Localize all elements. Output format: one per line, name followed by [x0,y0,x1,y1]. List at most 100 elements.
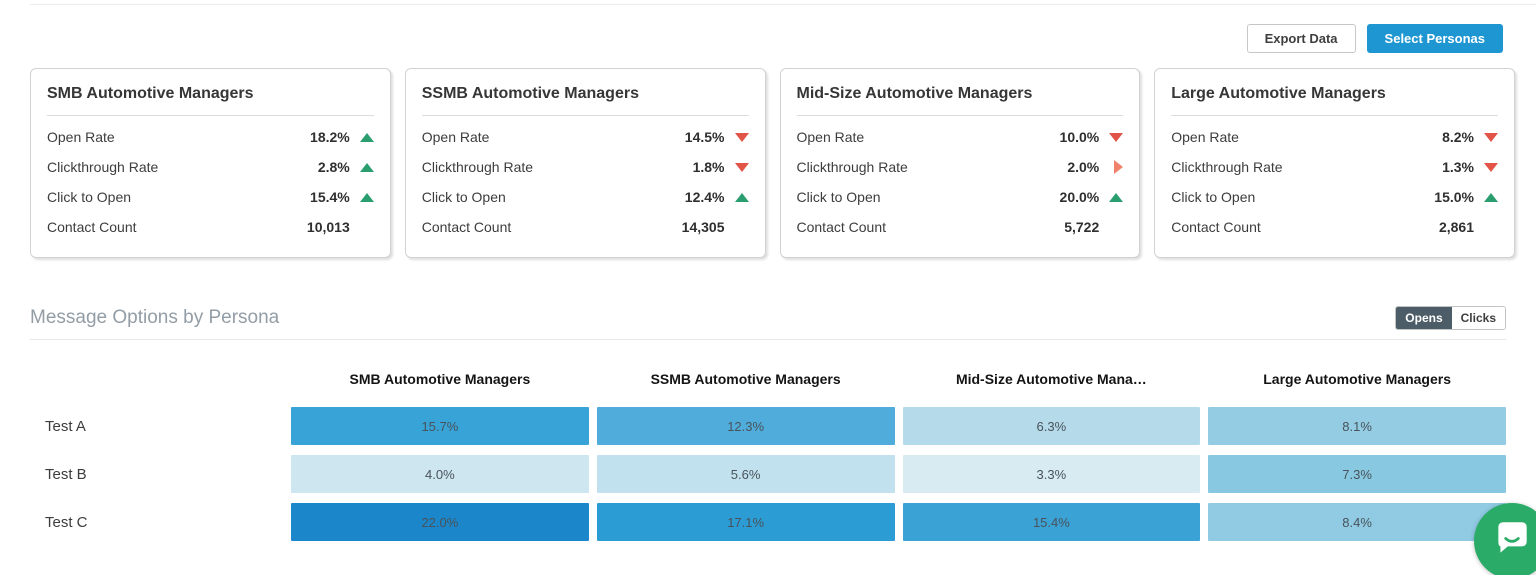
card-title-divider [796,115,1124,116]
metric-value: 14,305 [681,219,725,235]
trend-down-icon [734,162,749,172]
metric-list: Open Rate 14.5% Clickthrough Rate 1.8% C… [422,122,749,242]
trend-up-icon [359,162,374,172]
heatmap-row-label: Test C [45,513,88,531]
trend-icon [1099,160,1124,174]
message-options-heatmap: SMB Automotive Managers SSMB Automotive M… [30,371,1506,541]
trend-up-icon [359,192,374,202]
trend-icon [1099,221,1123,233]
metric-value: 10,013 [306,219,350,235]
select-personas-button[interactable]: Select Personas [1366,24,1503,53]
metric-row: Contact Count 14,305 [422,212,749,242]
metric-label: Clickthrough Rate [421,159,534,175]
metric-label: Click to Open [47,189,132,205]
metric-label: Contact Count [421,219,512,235]
metric-label: Open Rate [47,129,115,145]
trend-icon [1099,191,1124,203]
persona-card-title: Mid-Size Automotive Managers [796,85,1033,102]
heatmap-cell[interactable]: 8.4% [1208,503,1506,541]
metric-row: Clickthrough Rate 1.3% [1171,152,1498,182]
metric-list: Open Rate 10.0% Clickthrough Rate 2.0% C… [797,122,1124,242]
metric-row: Contact Count 5,722 [797,212,1124,242]
heatmap-cell[interactable]: 3.3% [902,455,1201,493]
persona-summary-card: SSMB Automotive Managers Open Rate 14.5%… [404,68,766,258]
metric-value: 8.2% [1442,129,1474,145]
card-title-divider [421,115,749,116]
persona-card-title: SMB Automotive Managers [47,85,254,102]
metric-value: 15.0% [1434,189,1474,205]
chat-launcher-button[interactable] [1474,503,1536,575]
metric-row: Contact Count 10,013 [47,212,374,242]
heatmap-cell[interactable]: 5.6% [596,455,895,493]
metric-row: Click to Open 12.4% [422,182,749,212]
trend-down-icon [1109,132,1124,142]
heatmap-cell[interactable]: 6.3% [902,407,1201,445]
trend-icon [725,221,749,233]
heatmap-cell[interactable]: 15.7% [291,407,589,445]
metric-label: Click to Open [796,189,881,205]
trend-up-icon [734,192,749,202]
metric-list: Open Rate 8.2% Clickthrough Rate 1.3% Cl… [1171,122,1498,242]
metric-value: 2.8% [317,159,350,175]
trend-icon [350,191,374,203]
persona-summary-card: SMB Automotive Managers Open Rate 18.2% … [30,68,391,258]
metric-label: Open Rate [796,129,865,145]
section-title: Message Options by Persona [30,307,280,328]
heatmap-cell[interactable]: 17.1% [596,503,895,541]
metric-row: Click to Open 15.0% [1171,182,1498,212]
metric-row: Clickthrough Rate 2.0% [797,152,1124,182]
metric-value: 15.4% [310,189,350,205]
metric-label: Click to Open [1171,189,1256,205]
trend-icon [725,161,749,173]
heatmap-column-header: Large Automotive Managers [1263,371,1451,387]
metric-label: Clickthrough Rate [47,159,159,175]
metric-row: Clickthrough Rate 2.8% [47,152,374,182]
trend-down-icon [1484,132,1498,142]
trend-icon [725,191,749,203]
opens-clicks-toggle: Opens Clicks [1395,306,1506,330]
persona-card-title: Large Automotive Managers [1171,85,1386,102]
metric-label: Open Rate [421,129,490,145]
metric-row: Open Rate 8.2% [1171,122,1498,152]
metric-label: Contact Count [1171,219,1261,235]
trend-icon [350,131,374,143]
heatmap-cell[interactable]: 15.4% [902,503,1201,541]
trend-icon [1474,161,1498,173]
section-divider [30,339,1506,340]
metric-value: 10.0% [1059,129,1100,145]
metric-value: 1.8% [692,159,725,175]
trend-icon [1474,191,1498,203]
trend-up-icon [1109,192,1124,202]
metric-label: Clickthrough Rate [1171,159,1283,175]
trend-down-icon [734,132,749,142]
metric-label: Contact Count [47,219,137,235]
trend-down-icon [1484,162,1498,172]
toolbar: Export Data Select Personas [1246,24,1503,53]
metric-row: Open Rate 10.0% [797,122,1124,152]
metric-value: 1.3% [1442,159,1474,175]
heatmap-cell[interactable]: 22.0% [291,503,589,541]
metric-label: Clickthrough Rate [796,159,908,175]
metric-row: Clickthrough Rate 1.8% [422,152,749,182]
heatmap-row-label: Test A [45,417,86,435]
chat-bubble-icon [1491,518,1533,565]
metric-row: Click to Open 20.0% [797,182,1124,212]
heatmap-cell[interactable]: 12.3% [596,407,895,445]
heatmap-cell[interactable]: 4.0% [291,455,589,493]
trend-icon [1474,221,1498,233]
metric-list: Open Rate 18.2% Clickthrough Rate 2.8% C… [47,122,374,242]
heatmap-cell[interactable]: 7.3% [1208,455,1506,493]
metric-value: 20.0% [1059,189,1100,205]
message-options-header: Message Options by Persona Opens Clicks [30,303,1506,333]
trend-icon [725,131,749,143]
toggle-clicks-button[interactable]: Clicks [1451,307,1505,329]
heatmap-cell[interactable]: 8.1% [1208,407,1506,445]
metric-row: Click to Open 15.4% [47,182,374,212]
metric-label: Contact Count [796,219,887,235]
export-data-button[interactable]: Export Data [1246,24,1356,53]
heatmap-column-header: SMB Automotive Managers [349,371,531,387]
toggle-opens-button[interactable]: Opens [1396,307,1452,329]
metric-value: 2.0% [1067,159,1100,175]
metric-value: 5,722 [1064,219,1100,235]
